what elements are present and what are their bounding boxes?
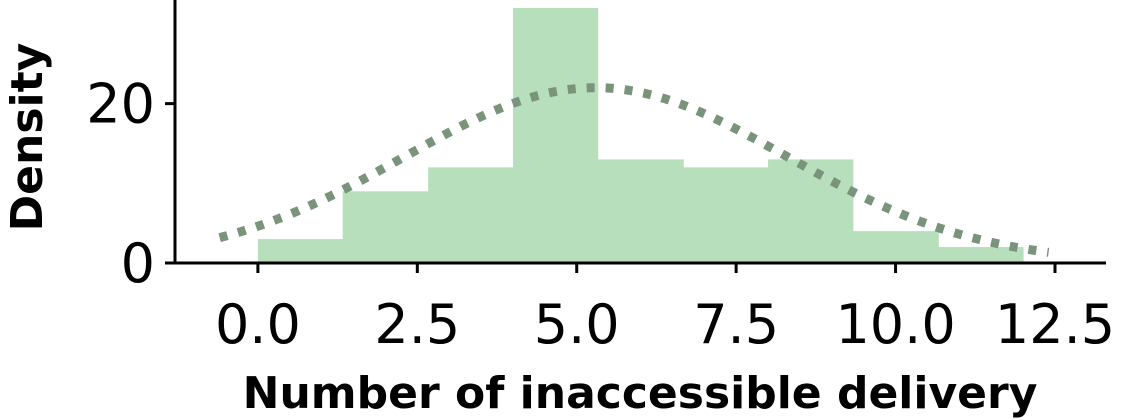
histogram-bar bbox=[512, 8, 599, 263]
x-tick-label: 0.0 bbox=[215, 293, 301, 356]
histogram-bar bbox=[428, 167, 514, 263]
x-tick-label: 10.0 bbox=[835, 293, 955, 356]
x-tick-label: 7.5 bbox=[693, 293, 779, 356]
x-ticks: 0.0 2.5 5.0 7.5 10.0 12.5 bbox=[215, 263, 1115, 356]
y-ticks: 0 20 bbox=[86, 73, 175, 295]
histogram-bar bbox=[597, 159, 684, 263]
histogram-bar bbox=[938, 247, 1024, 263]
axes bbox=[173, 0, 1106, 265]
y-tick-label: 20 bbox=[86, 73, 155, 136]
histogram-bar bbox=[768, 159, 854, 263]
histogram-bar bbox=[257, 239, 344, 263]
histogram-bars bbox=[257, 8, 1024, 263]
x-tick-label: 12.5 bbox=[995, 293, 1115, 356]
histogram-bar bbox=[683, 167, 769, 263]
histogram-bar bbox=[342, 191, 429, 263]
histogram-bar bbox=[852, 231, 939, 263]
y-axis-title: Density bbox=[2, 43, 53, 232]
x-tick-label: 2.5 bbox=[374, 293, 460, 356]
x-tick-label: 5.0 bbox=[534, 293, 620, 356]
y-tick-label: 0 bbox=[121, 232, 155, 295]
x-axis-title: Number of inaccessible delivery bbox=[243, 368, 1038, 419]
